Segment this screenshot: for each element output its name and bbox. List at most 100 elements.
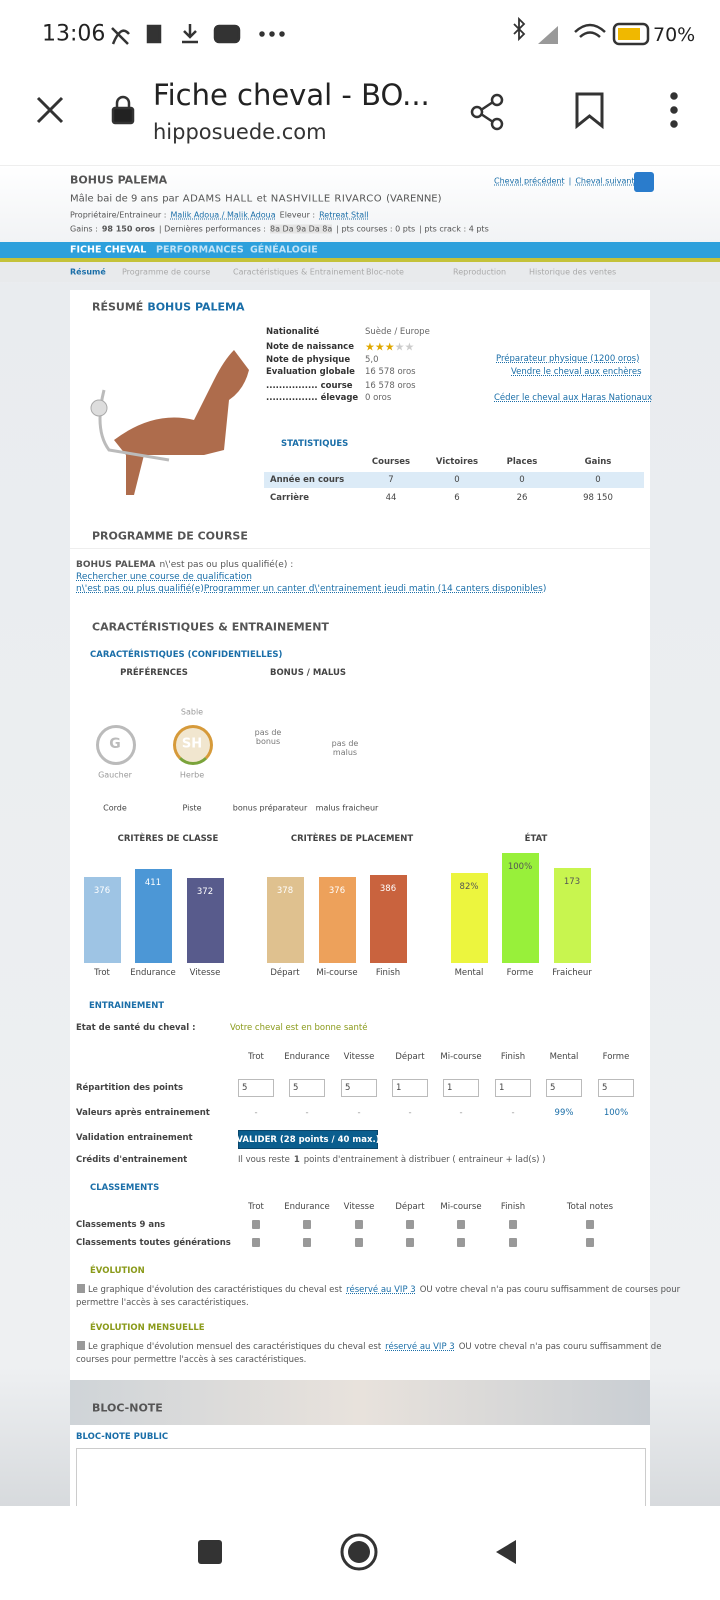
col-header: Finish [500,1202,526,1212]
stats-cell: 98 150 [583,493,613,503]
bar-name: Forme [506,968,534,978]
lock-icon [252,1238,260,1247]
link[interactable]: Rechercher une course de qualification [76,572,252,582]
sire[interactable]: ADAMS HALL [182,193,253,205]
stats-row-label: Carrière [270,493,309,503]
nav-icons [198,1533,516,1571]
col-header: Total notes [566,1202,614,1212]
stats-header: Places [506,457,538,467]
row-label: Classements toutes générations [76,1238,231,1248]
lock-icon [586,1238,594,1247]
textarea[interactable] [76,1448,646,1510]
select [546,1079,582,1097]
subtab[interactable]: Caractéristiques & Entrainement [233,267,365,277]
link[interactable]: n\'est pas ou plus qualifié(e)Programmer… [76,584,547,594]
perf: 8a Da 9a Da 8a [270,224,333,234]
sable: Sable [180,707,204,717]
col-header: Mi-course [440,1202,482,1212]
lock-icon [77,1284,85,1293]
info-label: Evaluation globale [266,367,355,377]
info-label: ................ course [266,381,353,391]
vip-link[interactable]: réservé au VIP 3 [385,1342,455,1352]
bar-label: 386 [379,883,397,894]
prev-link[interactable]: Cheval précédent [494,176,565,186]
bar-name: Départ [270,968,300,978]
perf-label: | Dernières performances : [158,224,266,234]
bar [187,878,224,963]
resume-link[interactable]: Vendre le cheval aux enchères [511,367,642,377]
subtitle: ENTRAINEMENT [89,1001,165,1011]
label: Valeurs après entrainement [76,1108,210,1118]
subtab[interactable]: Programme de course [122,267,211,277]
select-value[interactable]: 1 [499,1083,505,1093]
text-line: Propriétaire/Entraineur : Malik Adoua / M… [70,211,369,220]
value: 100% [603,1108,629,1118]
text-line: Gains :98 150 oros | Dernières performanc… [70,224,489,234]
subtab[interactable]: Historique des ventes [529,267,617,277]
lock-icon [303,1238,311,1247]
validate-button[interactable]: VALIDER (28 points / 40 max.) [236,1135,380,1145]
stats-highlight [264,472,644,488]
col-header: Endurance [284,1202,330,1212]
bar-name: Vitesse [189,968,221,978]
next-link[interactable]: Cheval suivant [575,176,635,186]
gains: 98 150 oros [101,224,155,234]
bar-name: Mental [454,968,484,978]
select-value[interactable]: 5 [293,1083,299,1093]
resume-link[interactable]: Préparateur physique (1200 oros) [496,354,640,364]
resume-link[interactable]: Céder le cheval aux Haras Nationaux [494,393,653,403]
lock-icon [457,1220,465,1229]
dam[interactable]: NASHVILLE RIVARCO [270,193,383,205]
select-value[interactable]: 1 [447,1083,453,1093]
text: Le graphique d'évolution des caractérist… [88,1285,343,1295]
info-label: ................ élevage [266,393,359,403]
lock-icon [509,1238,517,1247]
button-bg [238,1130,378,1149]
bar-label: 82% [459,881,479,892]
vip-link[interactable]: réservé au VIP 3 [346,1285,416,1295]
subtab[interactable]: Résumé [70,267,106,277]
value: - [511,1108,515,1118]
stats-cell: 6 [454,493,460,503]
url: hipposuede.com [153,120,327,144]
value: - [408,1108,412,1118]
col-header: Forme [602,1052,630,1062]
tab[interactable]: FICHE CHEVAL [70,244,147,256]
star-rating: ★★★★★ [365,340,415,354]
tab[interactable]: GÉNÉALOGIE [250,244,318,256]
select-value[interactable]: 1 [396,1083,402,1093]
icon-letter: G [109,736,121,752]
section-title: RÉSUMÉ [92,300,144,314]
bar-name: Mi-course [316,968,358,978]
text-line: Mâle bai de 9 ans par ADAMS HALL et NASHVILL… [70,194,442,205]
bar-label: 376 [328,886,346,897]
lock-icon [509,1220,517,1229]
label: Crédits d'entrainement [76,1155,188,1165]
col-header: Vitesse [343,1202,375,1212]
lock-icon [303,1220,311,1229]
value: - [357,1108,361,1118]
breeder[interactable]: Retreat Stall [319,210,369,220]
stats-header: Courses [371,457,411,467]
section-title: CARACTÉRISTIQUES & ENTRAINEMENT [92,620,329,634]
horse-image [90,350,249,495]
select-value[interactable]: 5 [242,1083,248,1093]
select-value[interactable]: 5 [345,1083,351,1093]
pref-label: Herbe [179,770,205,780]
text-line: Le graphique d'évolution des caractérist… [88,1285,680,1295]
bar-label: 372 [196,887,214,898]
lock-icon [586,1220,594,1229]
bar-label: 378 [276,885,294,896]
owner[interactable]: Malik Adoua / Malik Adoua [170,210,276,220]
tab[interactable]: PERFORMANCES [156,244,244,256]
subtab[interactable]: Reproduction [453,267,507,277]
select-value[interactable]: 5 [550,1083,556,1093]
select-value[interactable]: 5 [602,1083,608,1093]
lock-icon [406,1220,414,1229]
dam-sire: (VARENNE) [386,193,442,205]
text-line: Il vous reste 1 points d'entrainement à di… [238,1155,545,1165]
bar-name: Endurance [130,968,176,978]
chrome-icons [0,16,720,166]
pts-courses: | pts courses : 0 pts [336,224,416,234]
subtab[interactable]: Bloc-note [366,267,404,277]
